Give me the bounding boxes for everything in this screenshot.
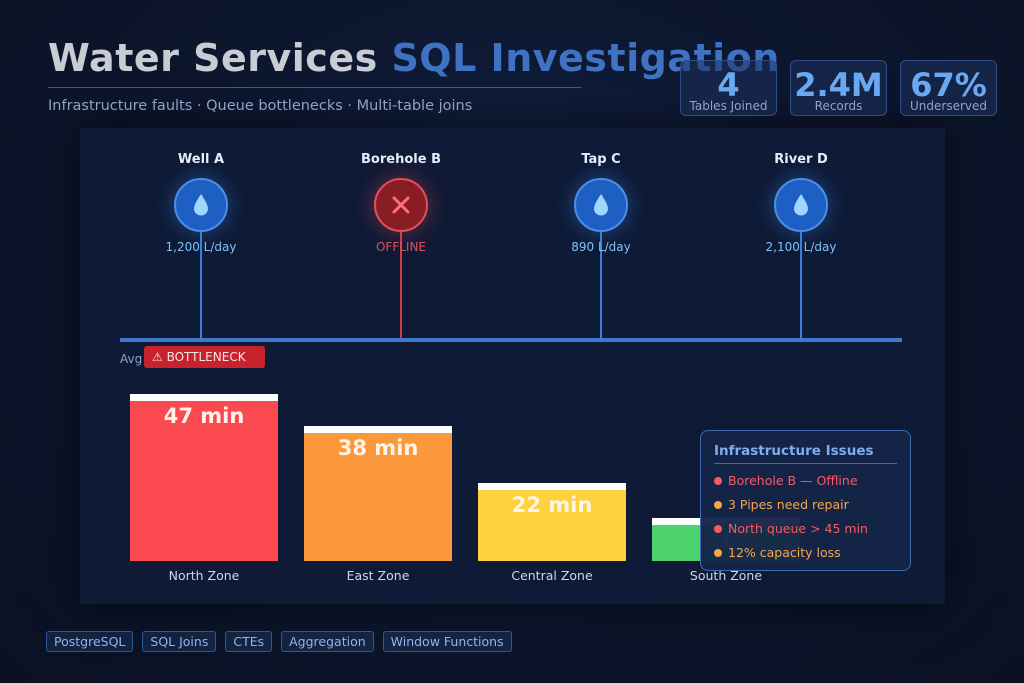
issue-text: 12% capacity loss [728, 545, 841, 560]
source-stem-well-a [200, 232, 202, 340]
issue-item: 3 Pipes need repair [714, 497, 897, 512]
issues-title: Infrastructure Issues [714, 443, 897, 464]
bullet-dot-icon [714, 476, 722, 485]
issue-item: Borehole B — Offline [714, 473, 897, 488]
source-stem-tap-c [600, 232, 602, 340]
tag-window-functions[interactable]: Window Functions [382, 631, 512, 652]
issue-item: North queue > 45 min [714, 521, 897, 536]
stat-value: 67% [910, 66, 987, 104]
main-pipeline [120, 338, 902, 342]
water-drop-icon [174, 178, 228, 232]
title-divider [48, 87, 581, 88]
source-name: Well A [177, 152, 225, 167]
stat-label: Underserved [910, 99, 987, 113]
tag-ctes[interactable]: CTEs [225, 631, 273, 652]
avg-label: Avg [120, 352, 143, 366]
title-part-1: Water Services [48, 36, 378, 80]
bar-value-label: 38 min [337, 436, 419, 460]
bullet-dot-icon [714, 524, 722, 533]
stat-value: 4 [717, 66, 740, 104]
page-title: Water Services SQL Investigation [48, 36, 780, 80]
zone-label-north: North Zone [168, 568, 240, 583]
bar-central-zone: 22 min [478, 483, 626, 561]
stat-records: 2.4M Records [790, 60, 887, 116]
source-borehole-b: Borehole B OFFLINE [341, 152, 461, 254]
stat-label: Tables Joined [689, 99, 768, 113]
source-river-d: River D 2,100 L/day [741, 152, 861, 254]
bar-value-label: 22 min [511, 493, 593, 517]
zone-label-south: South Zone [689, 568, 763, 583]
source-stem-river-d [800, 232, 802, 340]
stat-tables-joined: 4 Tables Joined [680, 60, 777, 116]
issue-text: Borehole B — Offline [728, 473, 858, 488]
zone-label-east: East Zone [346, 568, 410, 583]
bar-east-zone: 38 min [304, 426, 452, 561]
zone-label-central: Central Zone [511, 568, 593, 583]
source-stem-borehole-b [400, 232, 402, 340]
stat-label: Records [814, 99, 863, 113]
source-rate: 1,200 L/day [165, 240, 237, 254]
bottleneck-badge: ⚠ BOTTLENECK [144, 346, 265, 368]
source-name: River D [774, 152, 828, 167]
infrastructure-issues-panel: Infrastructure Issues Borehole B — Offli… [700, 430, 911, 571]
stat-value: 2.4M [794, 66, 883, 104]
bullet-dot-icon [714, 548, 722, 557]
water-drop-icon [574, 178, 628, 232]
issue-item: 12% capacity loss [714, 545, 897, 560]
page-subtitle: Infrastructure faults · Queue bottleneck… [48, 98, 473, 114]
stat-underserved: 67% Underserved [900, 60, 997, 116]
source-name: Borehole B [361, 152, 441, 167]
tag-postgresql[interactable]: PostgreSQL [46, 631, 134, 652]
source-name: Tap C [581, 152, 621, 167]
source-well-a: Well A 1,200 L/day [141, 152, 261, 254]
source-rate: 890 L/day [571, 240, 631, 254]
source-status: OFFLINE [375, 240, 427, 254]
issue-text: North queue > 45 min [728, 521, 868, 536]
tag-aggregation[interactable]: Aggregation [281, 631, 374, 652]
source-rate: 2,100 L/day [765, 240, 837, 254]
bullet-dot-icon [714, 500, 722, 509]
bar-north-zone: 47 min [130, 394, 278, 561]
issue-text: 3 Pipes need repair [728, 497, 849, 512]
source-tap-c: Tap C 890 L/day [541, 152, 661, 254]
x-icon [374, 178, 428, 232]
tech-tags: PostgreSQL SQL Joins CTEs Aggregation Wi… [46, 631, 512, 652]
tag-sql-joins[interactable]: SQL Joins [142, 631, 217, 652]
water-drop-icon [774, 178, 828, 232]
bar-value-label: 47 min [163, 404, 245, 428]
